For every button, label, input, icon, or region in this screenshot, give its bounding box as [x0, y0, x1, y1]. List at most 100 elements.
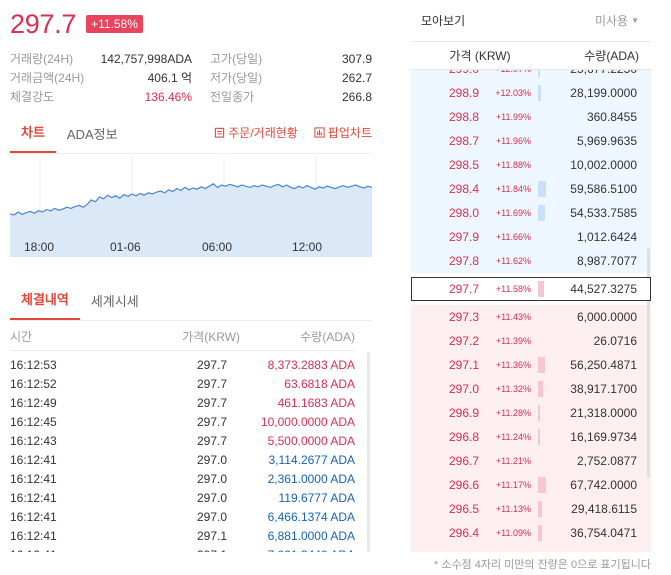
stat-row: 체결강도 136.46% 전일종가 266.8: [10, 88, 372, 107]
orderbook-price: 298.8: [448, 110, 479, 124]
table-row: 16:12:41 297.0 3,114.2677 ADA: [10, 451, 355, 470]
orderbook-row-ask[interactable]: 298.7 +11.96% 5,969.9635: [411, 129, 651, 153]
orderbook-header-price: 가격 (KRW): [449, 49, 511, 63]
trade-qty: 5,500.0000 ADA: [267, 434, 355, 448]
orderbook-row-ask[interactable]: 297.9 +11.66% 1,012.6424: [411, 225, 651, 249]
orderbook-price: 298.7: [448, 134, 479, 148]
grouping-select[interactable]: 미사용 ▼: [595, 12, 639, 29]
tab-trade-history[interactable]: 체결내역: [10, 284, 80, 320]
tab-world-price[interactable]: 세계시세: [90, 294, 139, 309]
orderbook-header: 가격 (KRW) 수량(ADA): [411, 42, 651, 70]
trade-time: 16:12:45: [10, 415, 57, 429]
volume-bar-track: [538, 201, 546, 225]
orderbook-qty: 10,002.0000: [570, 158, 637, 172]
chart-area-fill: [10, 183, 372, 257]
orderbook-row-ask[interactable]: 299.0+12.07% 25,677.2250: [411, 70, 651, 81]
trade-price: 297.1: [196, 529, 227, 543]
orderbook-change: +11.43%: [495, 312, 531, 322]
orderbook-row-ask[interactable]: 298.4 +11.84% 59,586.5100: [411, 177, 651, 201]
orderbook-price: 298.9: [448, 86, 479, 100]
orderbook-qty: 2,752.0877: [576, 454, 637, 468]
orderbook-row-bid[interactable]: 297.0 +11.32% 38,917.1700: [411, 377, 651, 401]
orderbook-qty: 260.6746: [546, 550, 651, 552]
order-status-link[interactable]: 주문/거래현황: [214, 124, 298, 141]
stat-row: 거래량(24H) 142,757,998ADA 고가(당일) 307.9: [10, 50, 372, 69]
orderbook-qty: 21,318.0000: [570, 406, 637, 420]
tab-chart[interactable]: 차트: [10, 117, 56, 153]
divider: [411, 273, 651, 277]
orderbook-price: 296.3: [411, 550, 479, 552]
orderbook-change: +12.07%: [479, 70, 531, 74]
trade-time: 16:12:53: [10, 358, 57, 372]
trade-time: 16:12:41: [10, 491, 57, 505]
orderbook-row-bid[interactable]: 296.7 +11.21% 2,752.0877: [411, 449, 651, 473]
volume-bar: [538, 205, 545, 221]
stat-row: 거래금액(24H) 406.1 억 저가(당일) 262.7: [10, 69, 372, 88]
volume-bar-track: [538, 129, 546, 153]
stat-label: 거래금액(24H): [10, 71, 85, 85]
orderbook-header-qty: 수량(ADA): [584, 49, 639, 63]
volume-bar-track: [538, 545, 546, 552]
trade-price: 297.7: [196, 434, 227, 448]
orderbook-row-bid[interactable]: 296.8 +11.24% 16,169.9734: [411, 425, 651, 449]
price-chart[interactable]: [10, 157, 372, 257]
orderbook-change: +11.17%: [495, 480, 531, 490]
volume-bar: [538, 85, 541, 101]
orderbook-row-bid[interactable]: 296.6 +11.17% 67,742.0000: [411, 473, 651, 497]
current-price: 297.7: [10, 8, 77, 39]
trade-time: 16:12:41: [10, 453, 57, 467]
volume-bar-track: [538, 425, 546, 449]
orderbook-qty: 28,199.0000: [570, 86, 637, 100]
orderbook-change: +11.13%: [495, 504, 531, 514]
orderbook-change: +11.28%: [495, 408, 531, 418]
orderbook-row-bid[interactable]: 297.2 +11.39% 26.0716: [411, 329, 651, 353]
orderbook-change: +11.66%: [495, 232, 531, 242]
orderbook-price: 296.9: [448, 406, 479, 420]
orderbook-qty: 54,533.7585: [570, 206, 637, 220]
orderbook-price: 296.4: [448, 526, 479, 540]
orderbook-price: 297.0: [448, 382, 479, 396]
orderbook-row-ask[interactable]: 298.0 +11.69% 54,533.7585: [411, 201, 651, 225]
volume-bar-track: [538, 473, 546, 497]
tab-ada-info[interactable]: ADA정보: [66, 127, 118, 142]
orderbook-row-ask[interactable]: 297.8 +11.62% 8,987.7077: [411, 249, 651, 273]
orderbook-row-ask[interactable]: 298.9 +12.03% 28,199.0000: [411, 81, 651, 105]
table-row: 16:12:41 297.1 6,881.0000 ADA: [10, 527, 355, 546]
orderbook-row-bid[interactable]: 296.3+11.06%260.6746: [411, 545, 651, 552]
orderbook-scrollbar[interactable]: [647, 248, 650, 478]
trade-list-scrollbar[interactable]: [367, 352, 370, 552]
market-stats: 거래량(24H) 142,757,998ADA 고가(당일) 307.9 거래금액(24…: [10, 50, 372, 107]
trade-list[interactable]: 16:12:53 297.7 8,373.2883 ADA 16:12:52 297.7…: [10, 356, 355, 552]
chart-x-tick-label: 06:00: [202, 240, 233, 254]
chart-tabs: 차트 ADA정보 주문/거래현황 팝업차트: [10, 118, 372, 154]
orderbook-price: 297.8: [448, 254, 479, 268]
orderbook-row-bid[interactable]: 296.9 +11.28% 21,318.0000: [411, 401, 651, 425]
volume-bar-track: [538, 353, 546, 377]
orderbook-change: +11.69%: [495, 208, 531, 218]
trade-time: 16:12:41: [10, 546, 130, 552]
orderbook-price: 297.1: [448, 358, 479, 372]
orderbook-change: +11.36%: [495, 360, 531, 370]
volume-bar-track: [538, 329, 546, 353]
popup-chart-link[interactable]: 팝업차트: [314, 124, 372, 141]
orderbook-qty: 38,917.1700: [570, 382, 637, 396]
orderbook-row-ask[interactable]: 298.8 +11.99% 360.8455: [411, 105, 651, 129]
volume-bar-track: [538, 377, 546, 401]
orderbook-row-bid[interactable]: 296.4 +11.09% 36,754.0471: [411, 521, 651, 545]
orderbook-row-ask[interactable]: 298.5 +11.88% 10,002.0000: [411, 153, 651, 177]
volume-bar-track: [538, 497, 546, 521]
stat-value: 136.46%: [144, 90, 192, 104]
trade-price: 297.7: [196, 358, 227, 372]
volume-bar-track: [538, 277, 546, 301]
orderbook-row-bid[interactable]: 296.5 +11.13% 29,418.6115: [411, 497, 651, 521]
trade-price: 297.0: [196, 510, 227, 524]
orderbook-change: +11.24%: [495, 432, 531, 442]
orderbook-row-bid[interactable]: 297.3 +11.43% 6,000.0000: [411, 305, 651, 329]
orderbook-qty: 1,012.6424: [576, 230, 637, 244]
orderbook-qty: 6,000.0000: [576, 310, 637, 324]
orderbook-change: +11.32%: [495, 384, 531, 394]
orderbook-list[interactable]: 299.0+12.07% 25,677.2250 298.9 +12.03% 28,19…: [411, 70, 651, 552]
trade-price: 297.1: [130, 546, 227, 552]
orderbook-row-bid[interactable]: 297.1 +11.36% 56,250.4871: [411, 353, 651, 377]
orderbook-row-current[interactable]: 297.7 +11.58% 44,527.3275: [411, 277, 651, 301]
